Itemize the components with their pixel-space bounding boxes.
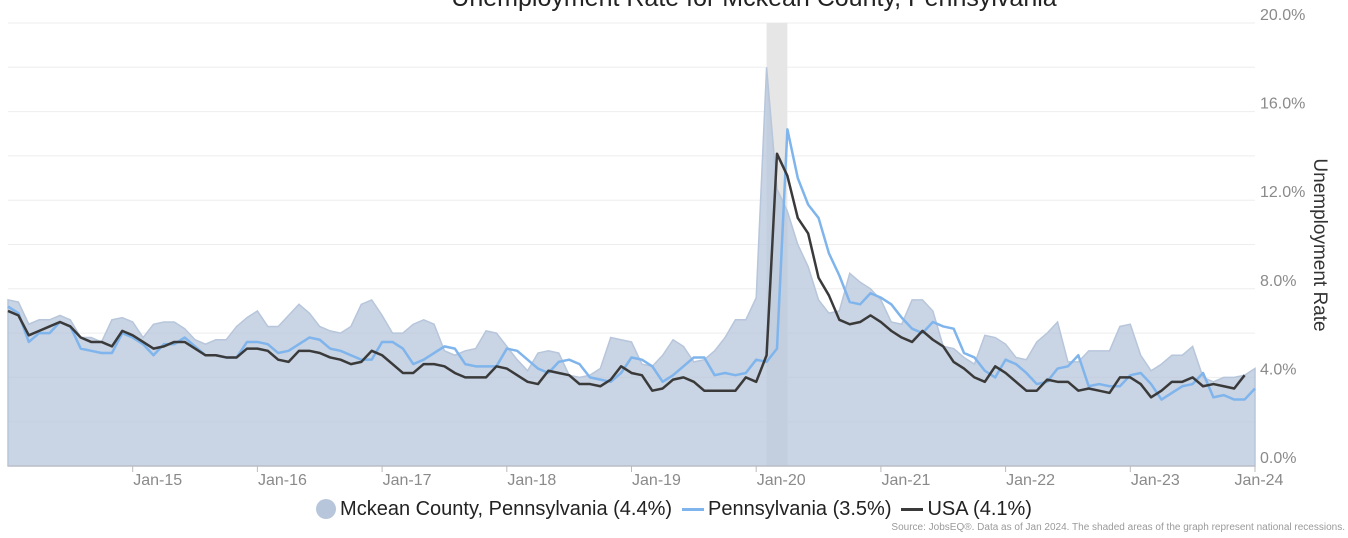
y-axis-label: Unemployment Rate (1309, 158, 1330, 331)
x-tick-label: Jan-16 (258, 472, 307, 489)
source-note: Source: JobsEQ®. Data as of Jan 2024. Th… (891, 522, 1345, 533)
y-axis-ticks: 0.0% 4.0% 8.0% 12.0% 16.0% 20.0% (1260, 7, 1305, 467)
y-tick-label: 8.0% (1260, 273, 1296, 290)
x-tick-label: Jan-23 (1131, 472, 1180, 489)
legend: Mckean County, Pennsylvania (4.4%) Penns… (0, 494, 1348, 524)
y-tick-label: 12.0% (1260, 184, 1305, 201)
legend-item-pennsylvania[interactable]: Pennsylvania (3.5%) (682, 498, 891, 521)
legend-swatch-pennsylvania (682, 507, 705, 511)
chart-title: Unemployment Rate for Mckean County, Pen… (451, 0, 1056, 12)
y-tick-label: 20.0% (1260, 7, 1305, 24)
legend-swatch-mckean (316, 499, 337, 519)
series-line-usa (7, 152, 1246, 399)
x-tick-label: Jan-15 (133, 472, 182, 489)
legend-label-pennsylvania: Pennsylvania (3.5%) (708, 497, 892, 520)
series-layer (7, 67, 1256, 467)
x-tick-label: Jan-22 (1006, 472, 1055, 489)
x-tick-label: Jan-21 (881, 472, 930, 489)
legend-item-usa[interactable]: USA (4.1%) (901, 497, 1032, 521)
series-area-mckean (7, 67, 1256, 467)
y-tick-label: 0.0% (1260, 450, 1296, 467)
x-tick-label: Jan-19 (632, 472, 681, 489)
legend-swatch-usa (901, 507, 924, 511)
legend-item-mckean[interactable]: Mckean County, Pennsylvania (4.4%) (316, 498, 672, 521)
x-axis-ticks: Jan-15 Jan-16 Jan-17 Jan-18 Jan-19 Jan-20 Jan-… (132, 466, 1284, 489)
x-tick-label: Jan-18 (507, 472, 556, 489)
x-tick-label: Jan-20 (757, 472, 806, 489)
y-tick-label: 4.0% (1260, 361, 1296, 378)
y-tick-label: 16.0% (1260, 96, 1305, 113)
x-tick-label: Jan-17 (383, 472, 432, 489)
x-tick-label: Jan-24 (1235, 472, 1284, 489)
legend-label-usa: USA (4.1%) (927, 497, 1032, 520)
legend-label-mckean: Mckean County, Pennsylvania (4.4%) (340, 497, 673, 520)
